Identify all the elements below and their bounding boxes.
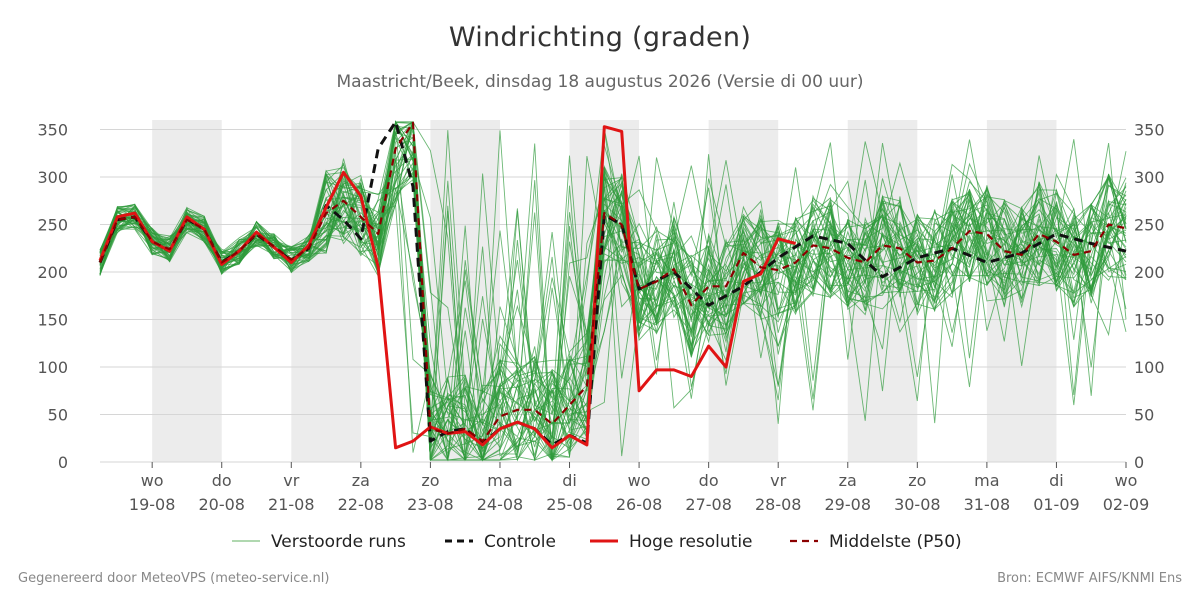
y-tick-right-50: 50 (1134, 406, 1154, 425)
x-tick-day-3: za (352, 471, 370, 490)
ensemble-run (99, 158, 1127, 461)
y-tick-right-0: 0 (1134, 453, 1144, 472)
ensemble-run (99, 155, 1127, 461)
y-tick-left-0: 0 (58, 453, 68, 472)
x-tick-date-8: 27-08 (685, 495, 732, 514)
x-tick-date-7: 26-08 (616, 495, 663, 514)
x-tick-day-11: zo (908, 471, 926, 490)
x-tick-day-9: vr (770, 471, 786, 490)
x-tick-date-9: 28-08 (755, 495, 802, 514)
x-tick-date-4: 23-08 (407, 495, 454, 514)
y-tick-right-350: 350 (1134, 121, 1165, 140)
x-tick-date-10: 29-08 (825, 495, 872, 514)
axes: 0 0 50 50 100 100 150 150 200 200 250 250 300 300 350 3… (37, 121, 1164, 515)
x-tick-date-14: 02-09 (1103, 495, 1150, 514)
y-tick-left-350: 350 (37, 121, 68, 140)
x-tick-day-13: di (1049, 471, 1064, 490)
day-band-6 (986, 120, 1057, 462)
x-tick-day-0: wo (141, 471, 164, 490)
x-tick-day-8: do (699, 471, 719, 490)
legend-label-0: Verstoorde runs (271, 532, 406, 552)
y-tick-left-100: 100 (37, 358, 68, 377)
ensemble-run (99, 151, 1127, 461)
x-tick-day-2: vr (283, 471, 299, 490)
x-tick-date-11: 30-08 (894, 495, 941, 514)
x-tick-day-7: wo (628, 471, 651, 490)
ensemble-run (99, 136, 1127, 462)
main-series (98, 120, 1127, 450)
ensemble-run (99, 121, 1127, 438)
x-tick-day-14: wo (1115, 471, 1138, 490)
legend: Verstoorde runs Controle Hoge resolutie Mid… (232, 532, 962, 552)
x-tick-day-10: za (839, 471, 857, 490)
y-tick-right-200: 200 (1134, 263, 1165, 282)
day-band-0 (152, 120, 222, 462)
x-tick-day-1: do (212, 471, 232, 490)
footer-generated-by: Gegenereerd door MeteoVPS (meteo-service… (18, 571, 330, 586)
y-tick-right-150: 150 (1134, 311, 1165, 330)
x-tick-date-0: 19-08 (129, 495, 176, 514)
y-tick-left-200: 200 (37, 263, 68, 282)
x-tick-day-6: di (562, 471, 577, 490)
x-tick-date-12: 31-08 (964, 495, 1011, 514)
y-tick-left-50: 50 (48, 406, 68, 425)
ensemble-run (99, 171, 1127, 461)
chart-subtitle: Maastricht/Beek, dinsdag 18 augustus 202… (336, 72, 864, 92)
x-tick-date-1: 20-08 (198, 495, 245, 514)
legend-label-1: Controle (484, 532, 556, 552)
y-tick-right-250: 250 (1134, 216, 1165, 235)
chart-title: Windrichting (graden) (448, 22, 752, 53)
x-tick-date-2: 21-08 (268, 495, 315, 514)
x-tick-day-5: ma (487, 471, 512, 490)
ensemble-runs (99, 120, 1127, 462)
x-tick-date-6: 25-08 (546, 495, 593, 514)
x-tick-day-12: ma (974, 471, 999, 490)
y-tick-left-250: 250 (37, 216, 68, 235)
ensemble-run (99, 121, 1127, 461)
ensemble-run (99, 132, 1127, 461)
y-tick-left-300: 300 (37, 168, 68, 187)
y-tick-right-100: 100 (1134, 358, 1165, 377)
x-tick-date-3: 22-08 (338, 495, 385, 514)
legend-label-2: Hoge resolutie (629, 532, 753, 552)
series-line-middelste-p50- (98, 121, 1127, 443)
footer-source: Bron: ECMWF AIFS/KNMI Ens (997, 571, 1182, 586)
x-tick-date-13: 01-09 (1033, 495, 1080, 514)
y-tick-left-150: 150 (37, 311, 68, 330)
x-tick-date-5: 24-08 (477, 495, 524, 514)
ensemble-run (99, 121, 1127, 461)
x-tick-day-4: zo (421, 471, 439, 490)
y-tick-right-300: 300 (1134, 168, 1165, 187)
legend-label-3: Middelste (P50) (829, 532, 962, 552)
